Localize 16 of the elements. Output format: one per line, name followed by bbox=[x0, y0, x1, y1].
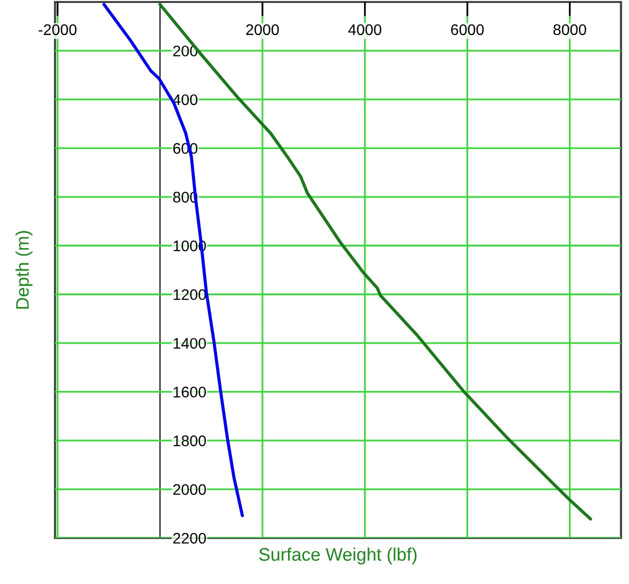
x-tick-label: 8000 bbox=[553, 24, 586, 36]
x-tick-label: -2000 bbox=[38, 24, 77, 36]
y-tick-label: 1400 bbox=[174, 338, 206, 349]
y-tick-label: 1200 bbox=[174, 289, 206, 300]
x-tick-label: 4000 bbox=[348, 24, 382, 36]
y-tick-label: 1600 bbox=[174, 386, 206, 398]
y-tick-label: 2000 bbox=[173, 484, 206, 495]
y-axis-title: Depth (m) bbox=[16, 230, 32, 309]
y-tick-label: 1800 bbox=[174, 435, 206, 446]
x-tick-label: 6000 bbox=[451, 24, 484, 36]
x-axis-title: Surface Weight (lbf) bbox=[259, 548, 416, 564]
y-tick-label: 2200 bbox=[173, 532, 206, 544]
line-series bbox=[102, 2, 244, 518]
line-series bbox=[158, 2, 592, 521]
y-tick-label: 400 bbox=[172, 94, 198, 106]
x-tick-label: 2000 bbox=[246, 24, 279, 36]
